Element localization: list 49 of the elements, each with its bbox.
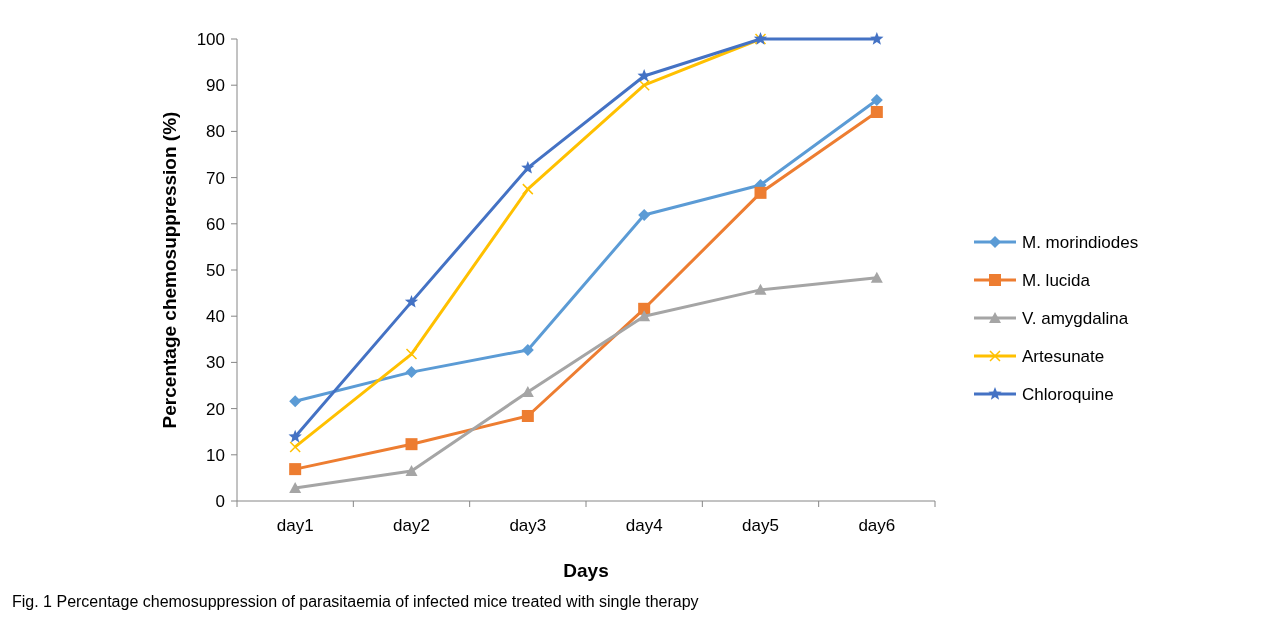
legend-label: M. lucida xyxy=(1022,270,1091,290)
point xyxy=(521,343,534,356)
x-tick-label: day4 xyxy=(625,516,663,535)
point xyxy=(405,438,418,451)
point xyxy=(521,160,535,174)
point xyxy=(870,106,883,118)
y-tick-label: 0 xyxy=(215,491,225,511)
point xyxy=(289,482,302,494)
x-tick-label: day1 xyxy=(276,516,314,535)
y-tick-label: 100 xyxy=(196,29,225,49)
point xyxy=(638,209,651,222)
point xyxy=(870,93,883,106)
caption: Fig. 1 Percentage chemosuppression of parasitaemia of infected mice treated with single therapy xyxy=(12,593,699,610)
point xyxy=(754,283,767,295)
point xyxy=(405,366,418,379)
y-axis-title: Percentage chemosuppression (%) xyxy=(159,111,180,429)
y-tick-label: 70 xyxy=(206,168,225,188)
y-tick-label: 90 xyxy=(206,76,225,96)
point xyxy=(289,395,302,408)
x-axis-title: Days xyxy=(563,560,609,581)
x-tick-label: day5 xyxy=(742,516,779,535)
point xyxy=(637,68,651,82)
y-tick-label: 10 xyxy=(206,445,225,465)
point xyxy=(289,463,302,476)
point xyxy=(638,310,651,322)
point xyxy=(638,79,650,91)
legend-label: V. amygdalina xyxy=(1022,308,1129,328)
point xyxy=(405,348,418,360)
point xyxy=(289,441,301,453)
y-tick-label: 50 xyxy=(206,260,225,280)
y-tick-label: 20 xyxy=(206,399,225,419)
point xyxy=(754,186,767,199)
y-tick-label: 60 xyxy=(206,214,225,234)
x-tick-label: day6 xyxy=(858,516,896,535)
legend-label: Chloroquine xyxy=(1022,384,1114,404)
point xyxy=(405,464,418,476)
y-tick-label: 30 xyxy=(206,353,225,373)
point xyxy=(404,294,419,308)
point xyxy=(522,183,534,195)
x-tick-label: day2 xyxy=(393,516,430,535)
y-tick-label: 40 xyxy=(206,307,225,327)
legend-label: Artesunate xyxy=(1022,346,1105,366)
point xyxy=(521,409,534,422)
point xyxy=(870,271,883,283)
y-tick-label: 80 xyxy=(206,122,225,142)
point xyxy=(870,32,884,45)
x-tick-label: day3 xyxy=(509,516,547,535)
legend-label: M. morindiodes xyxy=(1022,232,1139,252)
point xyxy=(288,429,302,443)
